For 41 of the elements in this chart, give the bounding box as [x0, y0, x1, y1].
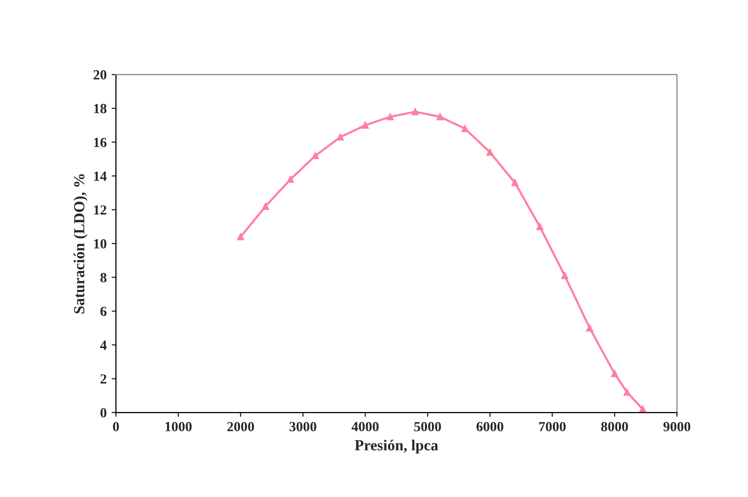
- y-tick-label: 6: [100, 306, 107, 316]
- x-tick-label: 2000: [227, 422, 254, 432]
- y-tick-label: 20: [94, 70, 106, 80]
- point: [462, 125, 468, 132]
- y-tick-label: 10: [94, 239, 106, 248]
- point: [336, 134, 344, 141]
- x-tick-label: 5000: [414, 422, 441, 432]
- y-tick-label: 16: [94, 138, 107, 148]
- y-tick-label: 0: [100, 408, 106, 418]
- point: [561, 272, 568, 280]
- x-tick-label: 0: [112, 422, 119, 432]
- point: [262, 202, 270, 210]
- point: [486, 148, 494, 156]
- x-tick-label: 6000: [476, 422, 504, 432]
- y-tick-label: 12: [94, 205, 106, 215]
- point: [386, 113, 394, 120]
- x-tick-label: 3000: [290, 422, 316, 432]
- x-tick-label: 9000: [663, 422, 690, 432]
- y-axis-title: Saturación (LDO), %: [74, 174, 88, 314]
- y-tick-label: 8: [100, 272, 106, 282]
- x-tick-label: 8000: [601, 422, 628, 432]
- point: [312, 152, 319, 160]
- y-tick-label: 14: [94, 172, 107, 181]
- point: [412, 108, 419, 116]
- x-tick-label: 7000: [539, 422, 566, 432]
- point: [586, 324, 594, 332]
- point: [362, 122, 369, 129]
- point: [287, 176, 294, 183]
- point: [611, 370, 618, 378]
- point: [511, 179, 518, 186]
- y-tick-label: 4: [100, 340, 107, 350]
- x-tick-label: 4000: [352, 422, 379, 432]
- point: [639, 406, 646, 413]
- y-tick-label: 2: [100, 374, 106, 384]
- point: [237, 233, 244, 240]
- y-tick-label: 18: [94, 104, 106, 114]
- point: [436, 113, 444, 120]
- point: [536, 223, 544, 230]
- x-axis-title: Presión, lpca: [354, 440, 438, 454]
- point: [624, 388, 631, 396]
- x-tick-label: 1000: [166, 422, 192, 432]
